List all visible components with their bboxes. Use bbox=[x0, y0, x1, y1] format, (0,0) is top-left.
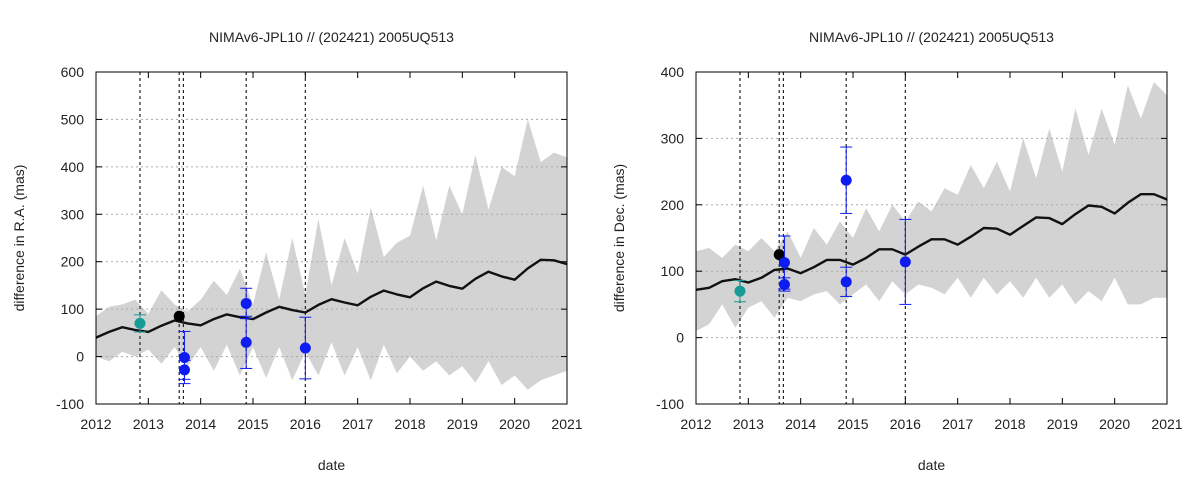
x-tick-label: 2014 bbox=[185, 416, 216, 432]
y-tick-label: 200 bbox=[61, 254, 85, 270]
data-point bbox=[734, 285, 746, 297]
data-point bbox=[178, 364, 190, 376]
data-point bbox=[773, 249, 785, 261]
y-axis-label: difference in R.A. (mas) bbox=[11, 165, 27, 312]
y-tick-label: 600 bbox=[61, 64, 85, 80]
chart-title: NIMAv6-JPL10 // (202421) 2005UQ513 bbox=[809, 29, 1054, 45]
x-tick-label: 2012 bbox=[680, 416, 711, 432]
x-tick-label: 2018 bbox=[994, 416, 1025, 432]
x-tick-label: 2013 bbox=[733, 416, 764, 432]
y-tick-label: 500 bbox=[61, 111, 85, 127]
y-tick-label: 300 bbox=[61, 206, 85, 222]
data-point bbox=[299, 342, 311, 354]
data-point bbox=[899, 256, 911, 268]
chart-dec: NIMAv6-JPL10 // (202421) 2005UQ513 -100 0 1… bbox=[611, 29, 1183, 473]
x-tick-label: 2015 bbox=[837, 416, 868, 432]
x-tick-label: 2017 bbox=[342, 416, 373, 432]
y-tick-label: 400 bbox=[661, 64, 685, 80]
x-tick-label: 2013 bbox=[133, 416, 164, 432]
y-tick-label: 400 bbox=[61, 159, 85, 175]
data-point bbox=[778, 257, 790, 269]
difference-curve bbox=[95, 258, 568, 339]
y-tick-label: 300 bbox=[661, 130, 685, 146]
x-axis-label: date bbox=[918, 457, 945, 473]
x-tick-label: 2017 bbox=[942, 416, 973, 432]
x-tick-label: 2014 bbox=[785, 416, 816, 432]
difference-curve bbox=[695, 193, 1168, 291]
chart-title: NIMAv6-JPL10 // (202421) 2005UQ513 bbox=[209, 29, 454, 45]
x-tick-label: 2020 bbox=[1099, 416, 1130, 432]
data-point bbox=[134, 317, 146, 329]
y-tick-label: -100 bbox=[56, 396, 84, 412]
y-tick-label: -100 bbox=[656, 396, 684, 412]
y-axis-label: difference in Dec. (mas) bbox=[611, 164, 627, 312]
x-axis-label: date bbox=[318, 457, 345, 473]
y-tick-label: 100 bbox=[661, 263, 685, 279]
x-tick-label: 2021 bbox=[1151, 416, 1182, 432]
chart-ra: NIMAv6-JPL10 // (202421) 2005UQ513 -100 0 1… bbox=[11, 29, 583, 473]
x-tick-label: 2018 bbox=[394, 416, 425, 432]
x-tick-label: 2021 bbox=[551, 416, 582, 432]
data-point bbox=[840, 174, 852, 186]
plot-frame bbox=[695, 71, 1168, 405]
x-tick-label: 2015 bbox=[237, 416, 268, 432]
x-tick-label: 2016 bbox=[290, 416, 321, 432]
data-point bbox=[778, 278, 790, 290]
data-point bbox=[240, 297, 252, 309]
plot-frame bbox=[95, 71, 568, 405]
y-tick-label: 0 bbox=[76, 349, 84, 365]
data-point bbox=[840, 276, 852, 288]
x-tick-label: 2016 bbox=[890, 416, 921, 432]
data-point bbox=[240, 336, 252, 348]
y-tick-label: 200 bbox=[661, 197, 685, 213]
x-tick-label: 2020 bbox=[499, 416, 530, 432]
uncertainty-band bbox=[696, 82, 1167, 331]
x-tick-label: 2019 bbox=[447, 416, 478, 432]
x-tick-label: 2019 bbox=[1047, 416, 1078, 432]
y-tick-label: 100 bbox=[61, 301, 85, 317]
data-point bbox=[173, 310, 185, 322]
x-tick-label: 2012 bbox=[80, 416, 111, 432]
uncertainty-band bbox=[96, 119, 567, 390]
y-tick-label: 0 bbox=[676, 330, 684, 346]
